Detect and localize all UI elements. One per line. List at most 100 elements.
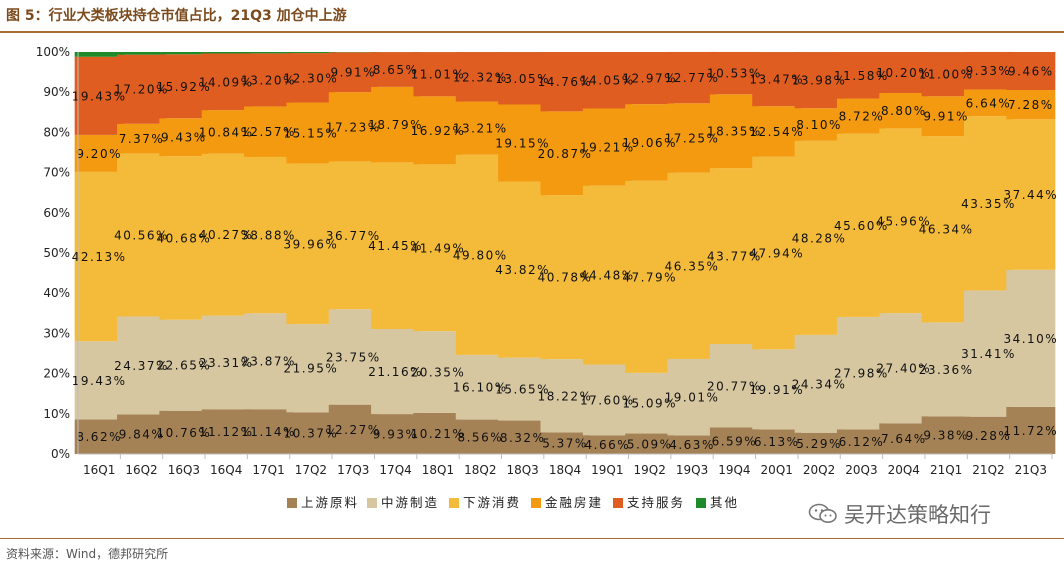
data-label: 40.78% [538,271,593,285]
bar-segment [159,118,209,157]
bar-segment [836,133,886,317]
data-label: 12.97% [622,72,677,86]
bar-segment [286,53,336,103]
bar-segment [286,412,336,454]
bar-segment [201,53,251,111]
data-label: 48.28% [792,231,847,245]
data-label: 8.72% [839,110,885,124]
data-label: 8.65% [373,63,419,77]
data-label: 24.37% [114,359,169,373]
data-label: 21.95% [284,362,339,376]
bar-segment [159,156,209,320]
bar-segment [921,416,971,454]
bar-segment [540,432,590,454]
data-label: 37.44% [1003,188,1058,202]
data-label: 7.28% [1008,98,1054,112]
bar-segment [921,322,971,417]
data-label: 9.93% [373,428,419,442]
x-tick-label: 20Q2 [803,463,835,477]
bar-segment [244,53,294,107]
bar-segment [752,156,802,350]
data-label: 9.84% [119,428,165,442]
bar-segment [1006,90,1056,120]
bar-segment [1006,119,1056,270]
y-tick-label: 20% [43,367,70,381]
x-tick-label: 21Q3 [1015,463,1047,477]
x-tick-label: 21Q2 [972,463,1004,477]
bar-segment [244,409,294,454]
bar-segment [498,357,548,421]
bar-segment [371,414,421,454]
bar-segment [201,409,251,454]
data-label: 12.27% [326,423,381,437]
data-label: 12.77% [665,71,720,85]
data-label: 13.05% [495,72,550,86]
data-label: 17.20% [114,83,169,97]
bar-segment [413,96,463,165]
data-label: 10.20% [876,66,931,80]
x-tick-label: 17Q1 [252,463,284,477]
data-label: 14.05% [580,74,635,88]
data-label: 11.58% [834,69,889,83]
bar-segment [159,54,209,119]
data-label: 16.10% [453,381,508,395]
data-label: 8.32% [500,431,546,445]
bar-segment [159,319,209,411]
data-label: 11.12% [199,425,254,439]
y-tick-label: 0% [51,447,70,461]
bar-segment [879,313,929,424]
x-tick-label: 16Q1 [83,463,115,477]
data-label: 18.79% [368,118,423,132]
title-divider [0,31,1064,33]
bar-segment [244,106,294,157]
data-label: 13.98% [792,74,847,88]
data-label: 19.43% [72,89,127,103]
bar-segment [455,101,505,155]
data-label: 8.62% [76,430,122,444]
bar-segment [455,52,505,102]
data-label: 27.40% [876,362,931,376]
data-label: 7.37% [119,132,165,146]
bar-segment [117,153,167,317]
data-label: 14.76% [538,75,593,89]
data-label: 18.22% [538,389,593,403]
wechat-watermark: 吴开达策略知行 [808,499,991,529]
bar-segment [709,94,759,169]
bar-segment [244,156,294,314]
bar-segment [244,313,294,410]
data-label: 8.10% [796,118,842,132]
bar-segment [286,324,336,413]
data-label: 4.66% [585,438,631,452]
data-label: 15.09% [622,397,677,411]
bar-segment [74,171,124,342]
y-tick-label: 50% [43,246,70,260]
bar-segment [413,331,463,413]
y-tick-label: 10% [43,407,70,421]
bar-segment [794,108,844,141]
bar-segment [413,412,463,454]
bar-segment [752,349,802,430]
bar-segment [667,172,717,359]
data-label: 9.91% [330,66,376,80]
data-label: 12.32% [453,70,508,84]
bar-segment [752,52,802,107]
bar-segment [667,358,717,436]
data-label: 46.34% [919,223,974,237]
bar-segment [794,140,844,335]
bar-segment [625,104,675,181]
data-label: 19.06% [622,136,677,150]
data-label: 44.48% [580,269,635,283]
data-label: 14.09% [199,75,254,89]
data-label: 47.94% [749,246,804,260]
bar-segment [582,52,632,109]
data-label: 17.25% [665,131,720,145]
data-label: 6.13% [754,435,800,449]
bar-segment [582,435,632,454]
x-tick-label: 18Q2 [464,463,496,477]
bar-segment [963,51,1013,90]
bar-segment [201,52,251,54]
data-label: 10.37% [284,427,339,441]
data-label: 43.82% [495,263,550,277]
data-label: 23.75% [326,350,381,364]
data-label: 21.16% [368,365,423,379]
